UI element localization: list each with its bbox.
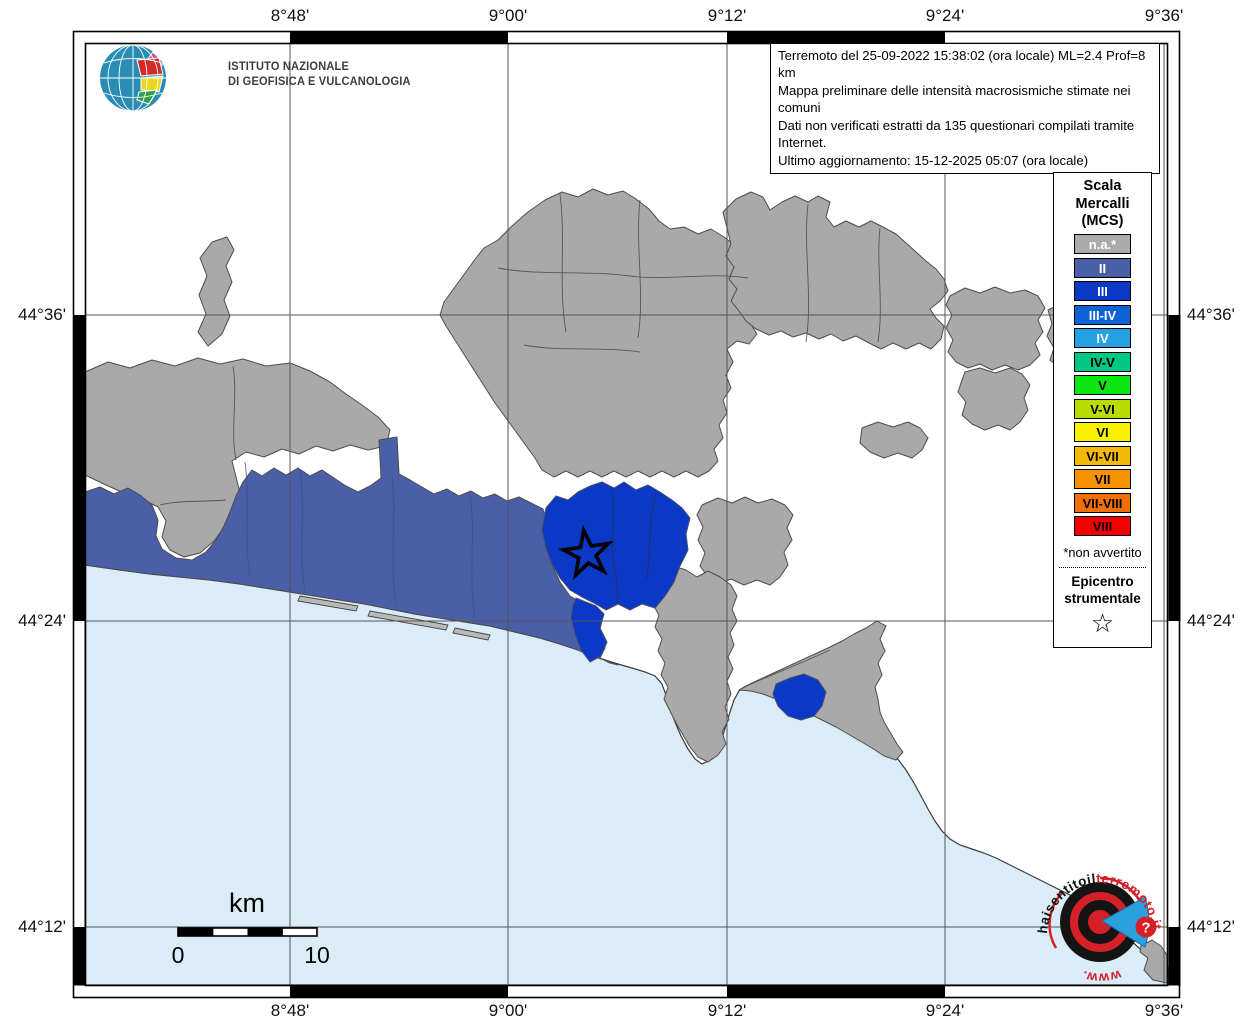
lon-label-bottom-1: 9°00'	[488, 1001, 528, 1020]
iii-region-tail	[570, 597, 608, 663]
legend-item-iv: IV	[1074, 328, 1131, 348]
event-info-line4: Ultimo aggiornamento: 15-12-2025 05:07 (…	[778, 152, 1089, 168]
iii-region-coastal	[772, 673, 827, 721]
lon-label-top-0: 8°48'	[270, 6, 310, 25]
na-region-peninsula	[647, 565, 738, 763]
lon-label-top-1: 9°00'	[488, 6, 528, 25]
ingv-line2: DI GEOFISICA E VULCANOLOGIA	[228, 76, 411, 88]
na-region-east-d	[859, 421, 929, 459]
na-region-north-east	[722, 191, 949, 350]
ii-internal-borders	[244, 461, 476, 619]
na-region-east-a	[945, 286, 1046, 371]
question-badge	[1135, 916, 1157, 938]
ingv-logo-text: ISTITUTO NAZIONALE DI GEOFISICA E VULCAN…	[228, 60, 411, 90]
na-region-west	[84, 357, 391, 558]
lon-label-top-3: 9°24'	[925, 6, 965, 25]
lat-label-left-1: 44°24'	[18, 611, 66, 630]
lat-label-right-1: 44°24'	[1187, 611, 1235, 630]
lat-label-right-2: 44°12'	[1187, 917, 1235, 936]
event-info-line1: Terremoto del 25-09-2022 15:38:02 (ora l…	[778, 48, 1146, 81]
na-region-mid-right	[696, 496, 794, 586]
lat-label-left-2: 44°12'	[18, 917, 66, 936]
lon-label-bottom-2: 9°12'	[707, 1001, 747, 1020]
legend-item-v: V	[1074, 375, 1131, 395]
na-region-strip-nw	[197, 236, 235, 347]
legend-item-na: n.a.*	[1074, 234, 1131, 254]
legend-item-viii: VIII	[1074, 516, 1131, 536]
scale-bar-end: 10	[304, 942, 330, 968]
iii-region-epicentral	[541, 481, 691, 611]
legend-footnote: *non avvertito	[1063, 545, 1142, 560]
lon-label-bottom-4: 9°36'	[1144, 1001, 1184, 1020]
legend-item-vi-vii: VI-VII	[1074, 445, 1131, 466]
legend-title: Scala Mercalli (MCS)	[1075, 178, 1130, 229]
legend-item-iii: III	[1074, 281, 1131, 301]
epicenter-star	[557, 524, 614, 581]
na-region-east-c	[957, 367, 1031, 431]
legend-epicenter-label: Epicentro strumentale	[1064, 574, 1141, 606]
na-internal-borders	[159, 193, 881, 689]
scale-bar: km 0 10	[172, 888, 330, 968]
lon-label-bottom-0: 8°48'	[270, 1001, 310, 1020]
scale-bar-unit: km	[229, 888, 265, 918]
legend-item-vii: VII	[1074, 469, 1131, 489]
legend: Scala Mercalli (MCS) n.a.* II III III-IV…	[1053, 172, 1152, 648]
intensity-ii-region	[84, 436, 619, 666]
event-info-line2: Mappa preliminare delle intensità macros…	[778, 82, 1131, 116]
na-region-islet	[1139, 939, 1168, 984]
legend-item-vi: VI	[1074, 422, 1131, 442]
watermark-text-www: www.	[1080, 967, 1124, 986]
lon-label-bottom-3: 9°24'	[925, 1001, 965, 1020]
legend-item-iv-v: IV-V	[1074, 351, 1131, 372]
legend-item-ii: II	[1074, 257, 1131, 278]
graticule	[85, 43, 1168, 985]
ingv-logo-globe	[100, 44, 166, 112]
na-region-central	[439, 188, 758, 478]
lat-label-right-0: 44°36'	[1187, 305, 1235, 324]
legend-divider	[1059, 567, 1146, 568]
event-info-line3: Dati non verificati estratti da 135 ques…	[778, 117, 1135, 151]
legend-epicenter-star-icon: ☆	[1090, 608, 1115, 638]
bullseye-center	[1088, 910, 1112, 934]
na-regions	[84, 188, 1168, 984]
scale-bar-start: 0	[172, 942, 185, 968]
ingv-line1: ISTITUTO NAZIONALE	[228, 61, 350, 73]
map-frame	[72, 30, 1181, 999]
svg-text:www.: www.	[1080, 967, 1124, 986]
lat-label-left-0: 44°36'	[18, 305, 66, 324]
iii-internal-borders	[611, 488, 657, 605]
sea	[84, 564, 1169, 986]
event-info-box: Terremoto del 25-09-2022 15:38:02 (ora l…	[770, 43, 1160, 174]
legend-item-iii-iv: III-IV	[1074, 304, 1131, 325]
intensity-iii-regions	[541, 481, 827, 721]
legend-item-vii-viii: VII-VIII	[1074, 492, 1131, 513]
lon-label-top-4: 9°36'	[1144, 6, 1184, 25]
lon-label-top-2: 9°12'	[707, 6, 747, 25]
legend-item-v-vi: V-VI	[1074, 398, 1131, 419]
question-mark: ?	[1141, 920, 1150, 937]
